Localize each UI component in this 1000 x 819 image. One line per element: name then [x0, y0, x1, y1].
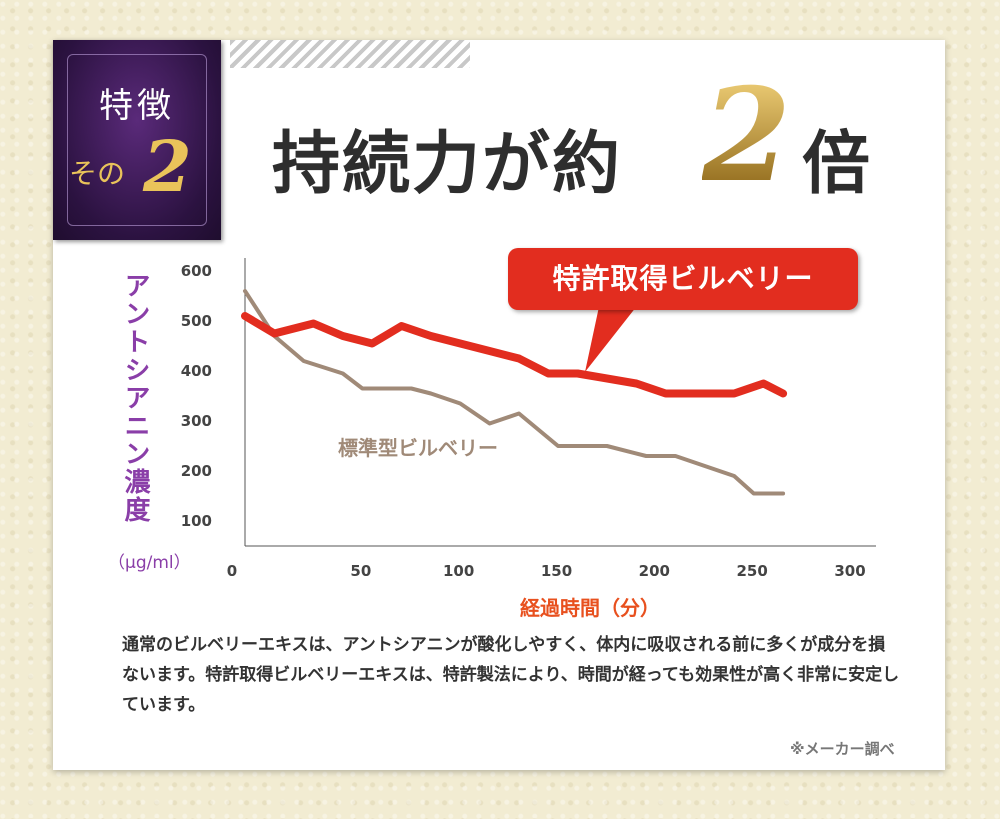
headline: 持続力が約 2 倍	[272, 72, 870, 207]
y-tick-label: 300	[181, 412, 212, 430]
y-axis-label: アントシアニン濃度	[120, 272, 150, 524]
badge-number: 2	[143, 125, 192, 208]
y-tick-labels: 600 500 400 300 200 100	[181, 262, 212, 530]
decorative-stripes	[230, 40, 470, 68]
series-line-patented	[241, 312, 788, 398]
badge-frame	[67, 54, 207, 226]
y-tick-label: 500	[181, 312, 212, 330]
callout-pointer	[585, 302, 640, 372]
standard-series-label: 標準型ビルベリー	[338, 436, 498, 460]
badge-line2: その	[69, 157, 126, 190]
y-tick-label: 400	[181, 362, 212, 380]
headline-prefix: 持続力が約	[272, 124, 623, 204]
x-tick-label: 250	[737, 562, 768, 580]
patented-series-callout: 特許取得ビルベリー	[508, 248, 858, 310]
series-line-standard	[243, 289, 786, 496]
x-tick-labels: 0 50 100 150 200 250 300	[227, 562, 866, 580]
y-tick-label: 100	[181, 512, 212, 530]
y-tick-label: 600	[181, 262, 212, 280]
x-tick-label: 150	[541, 562, 572, 580]
headline-number: 2	[702, 61, 794, 211]
x-axis-label: 経過時間（分）	[520, 596, 660, 620]
description-text: 通常のビルベリーエキスは、アントシアニンが酸化しやすく、体内に吸収される前に多く…	[122, 635, 900, 715]
x-tick-label: 0	[227, 562, 237, 580]
badge-line1: 特徴	[99, 86, 175, 126]
source-note: ※メーカー調べ	[790, 740, 895, 758]
headline-suffix: 倍	[802, 124, 873, 204]
x-tick-label: 100	[443, 562, 474, 580]
feature-badge: 特徴 その 2	[53, 40, 221, 240]
y-tick-label: 200	[181, 462, 212, 480]
x-tick-label: 300	[834, 562, 865, 580]
series-lines	[241, 289, 788, 496]
x-tick-label: 200	[639, 562, 670, 580]
x-tick-label: 50	[350, 562, 371, 580]
y-axis-unit: （μg/ml）	[108, 553, 191, 573]
